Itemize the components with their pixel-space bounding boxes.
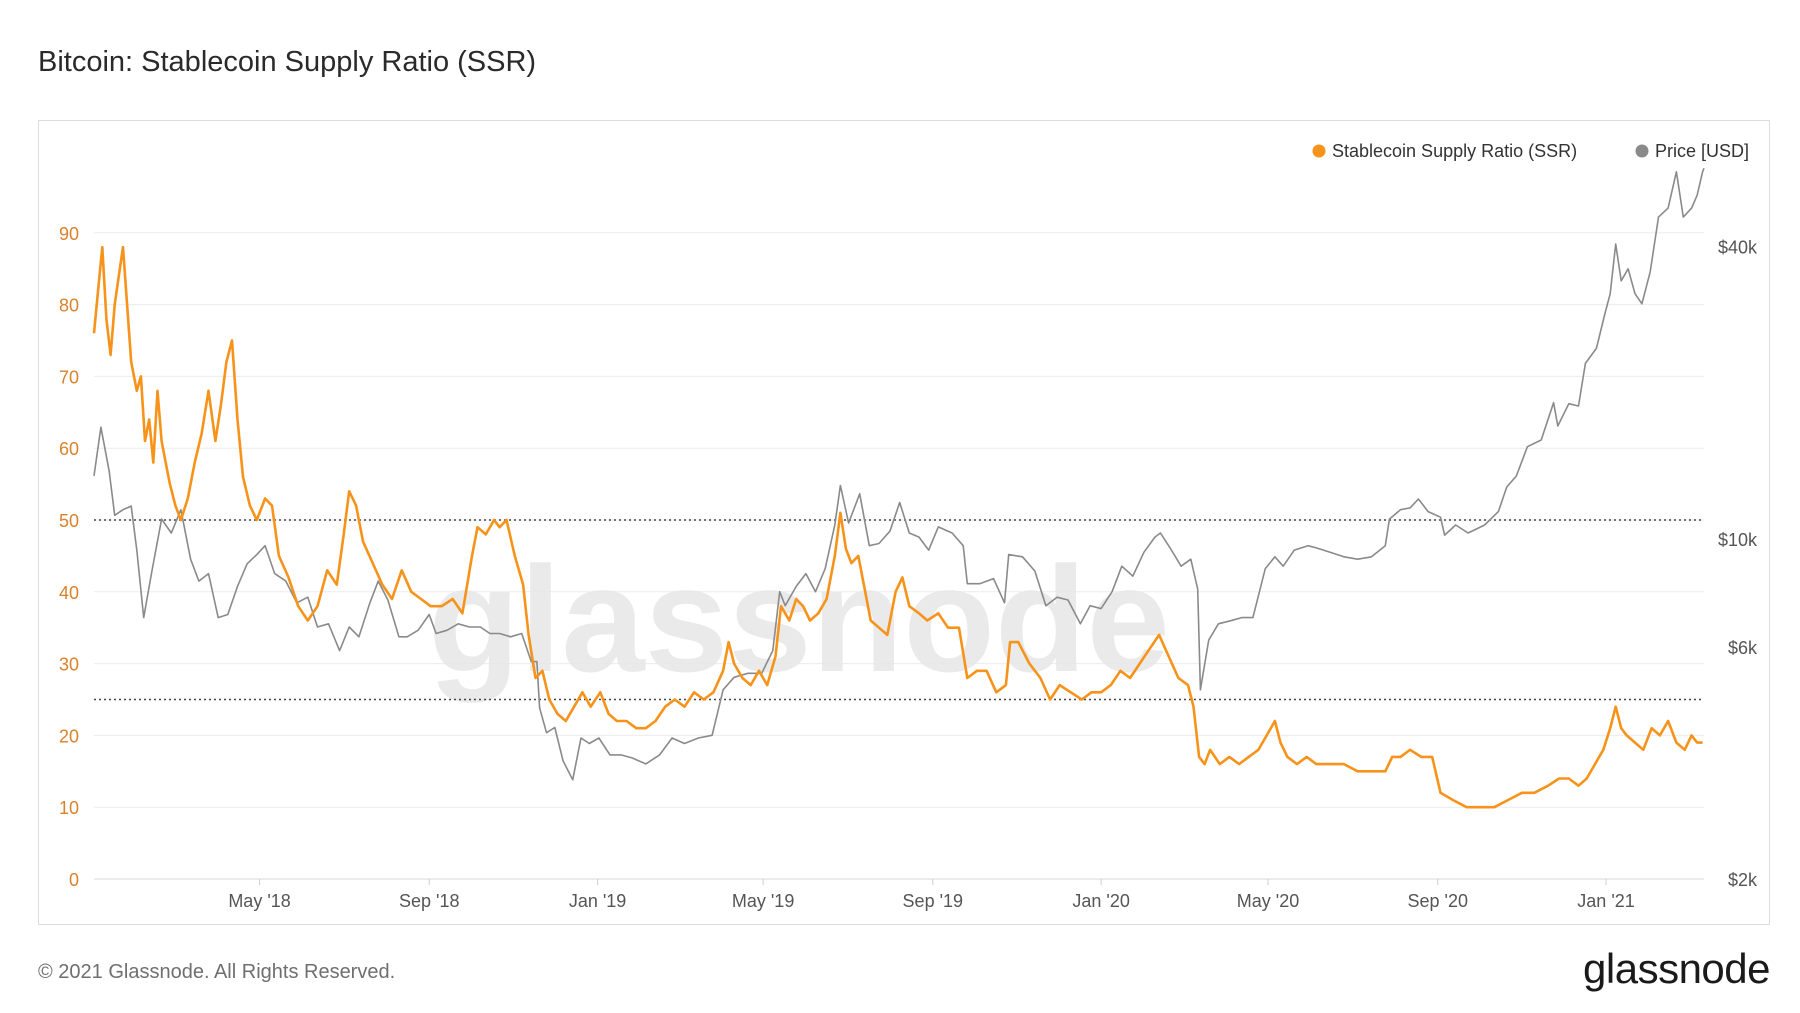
x-tick-label: Sep '18 — [399, 891, 460, 911]
legend-label: Stablecoin Supply Ratio (SSR) — [1332, 141, 1577, 161]
axis-layer: 0 10 20 30 40 50 60 70 80 90 $2k $6k $10k $40k May '18… — [59, 224, 1758, 911]
y-left-tick-label: 80 — [59, 296, 79, 316]
y-left-tick-label: 50 — [59, 511, 79, 531]
footer-copyright: © 2021 Glassnode. All Rights Reserved. — [38, 961, 396, 983]
y-right-tick-label: $6k — [1728, 638, 1758, 658]
y-left-tick-label: 70 — [59, 367, 79, 387]
y-left-tick-label: 10 — [59, 798, 79, 818]
y-left-tick-label: 0 — [69, 870, 79, 890]
x-tick-label: Jan '19 — [569, 891, 626, 911]
reference-lines — [94, 519, 1704, 701]
y-right-tick-label: $40k — [1718, 238, 1758, 258]
glassnode-logo: glassnode — [1583, 945, 1770, 992]
x-tick-label: Jan '21 — [1577, 891, 1634, 911]
legend-item[interactable]: Stablecoin Supply Ratio (SSR) — [1312, 141, 1578, 161]
x-tick-label: Sep '20 — [1407, 891, 1468, 911]
x-tick-label: May '20 — [1237, 891, 1299, 911]
legend-label: Price [USD] — [1655, 141, 1749, 161]
legend-swatch — [1635, 144, 1649, 158]
watermark-text: glassnode — [428, 535, 1170, 703]
series-layer — [92, 167, 1705, 809]
x-tick-label: May '18 — [228, 891, 290, 911]
x-tick-label: Jan '20 — [1072, 891, 1129, 911]
price-line — [93, 167, 1705, 781]
y-left-tick-label: 30 — [59, 655, 79, 675]
legend-swatch — [1312, 144, 1326, 158]
y-right-tick-label: $2k — [1728, 870, 1758, 890]
y-right-tick-label: $10k — [1718, 530, 1758, 550]
legend: Stablecoin Supply Ratio (SSR) Price [USD] — [1312, 141, 1750, 161]
ssr-line — [92, 245, 1703, 809]
chart-frame: glassnode 0 10 20 30 40 50 60 70 80 90 $2k $6k $10k $… — [38, 120, 1770, 925]
page-title: Bitcoin: Stablecoin Supply Ratio (SSR) — [38, 46, 537, 78]
y-left-tick-label: 20 — [59, 726, 79, 746]
legend-item[interactable]: Price [USD] — [1635, 141, 1750, 161]
y-left-tick-label: 60 — [59, 439, 79, 459]
chart-svg: glassnode 0 10 20 30 40 50 60 70 80 90 $2k $6k $10k $… — [59, 141, 1758, 911]
y-left-tick-label: 90 — [59, 224, 79, 244]
x-tick-label: Sep '19 — [903, 891, 964, 911]
y-left-tick-label: 40 — [59, 583, 79, 603]
x-tick-label: May '19 — [732, 891, 794, 911]
